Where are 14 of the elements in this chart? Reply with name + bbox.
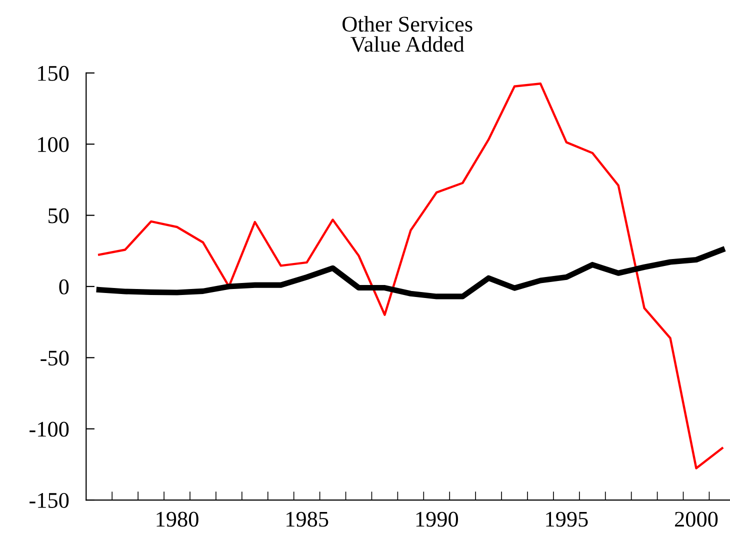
- y-tick-label: 100: [38, 137, 69, 152]
- y-tick-label: 0: [59, 279, 69, 294]
- x-tick-label: 1980: [156, 512, 198, 527]
- y-tick-label: -150: [30, 492, 69, 508]
- x-tick-label: 1985: [286, 512, 328, 527]
- y-tick-label: -100: [30, 422, 69, 437]
- y-tick-label: 50: [48, 208, 69, 224]
- y-tick-label: 150: [38, 66, 69, 81]
- x-tick-label: 1990: [416, 512, 458, 527]
- x-tick-label: 2000: [675, 512, 718, 527]
- y-tick-label: -50: [40, 350, 69, 366]
- chart-title: Other Services Value Added: [342, 16, 472, 52]
- x-tick-label: 1995: [546, 512, 588, 527]
- line-series: [98, 82, 724, 470]
